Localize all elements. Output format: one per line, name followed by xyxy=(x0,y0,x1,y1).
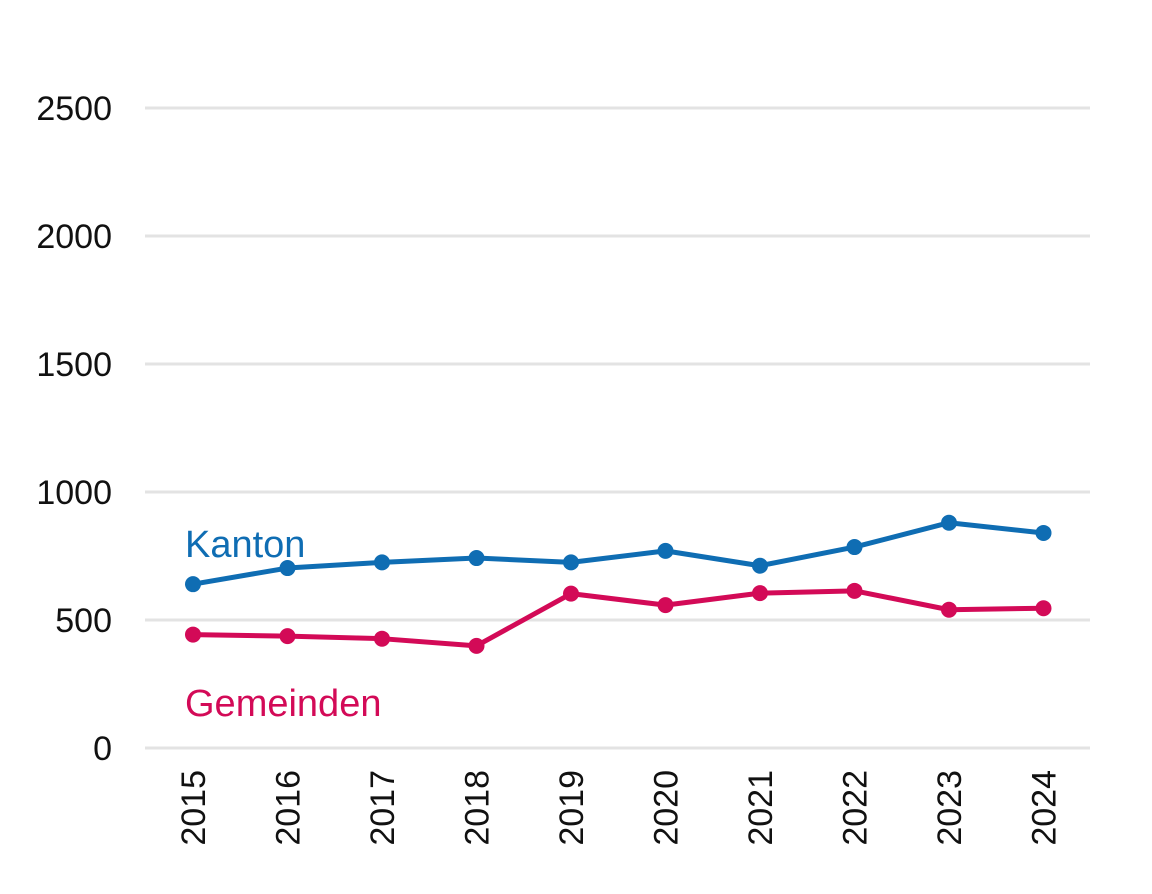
data-point-kanton-2024 xyxy=(1035,524,1052,541)
x-tick-label: 2019 xyxy=(553,770,591,846)
data-point-gemeinden-2019 xyxy=(563,585,579,602)
x-tick-label: 2023 xyxy=(931,770,969,846)
data-point-gemeinden-2016 xyxy=(279,628,296,645)
series-line-kanton xyxy=(190,520,1046,587)
x-tick-label: 2024 xyxy=(1026,770,1064,846)
x-tick-label: 2017 xyxy=(364,770,402,846)
y-axis-tick-labels: 0 500 1000 1500 2000 2500 xyxy=(36,90,112,768)
series-layer xyxy=(185,514,1052,654)
data-point-gemeinden-2017 xyxy=(374,630,390,647)
x-tick-label: 2021 xyxy=(742,770,780,846)
data-point-gemeinden-2023 xyxy=(941,601,957,618)
data-point-gemeinden-2021 xyxy=(752,585,768,602)
y-tick-label: 1500 xyxy=(36,346,112,384)
series-label-gemeinden: Gemeinden xyxy=(185,683,381,725)
data-point-gemeinden-2022 xyxy=(846,582,863,599)
data-point-kanton-2015 xyxy=(185,576,201,593)
x-tick-label: 2020 xyxy=(648,770,686,846)
y-tick-label: 500 xyxy=(55,602,112,640)
data-point-kanton-2017 xyxy=(374,554,390,571)
y-tick-label: 2000 xyxy=(36,218,112,256)
x-tick-label: 2016 xyxy=(270,770,308,846)
data-point-kanton-2020 xyxy=(657,542,674,559)
series-line-gemeinden xyxy=(190,588,1046,649)
y-tick-label: 0 xyxy=(93,730,112,768)
x-tick-label: 2022 xyxy=(837,770,875,846)
data-point-kanton-2019 xyxy=(563,554,579,571)
x-tick-label: 2015 xyxy=(175,770,213,846)
data-point-kanton-2023 xyxy=(941,514,957,531)
data-point-kanton-2016 xyxy=(279,560,296,577)
data-point-gemeinden-2015 xyxy=(185,626,201,643)
data-point-gemeinden-2020 xyxy=(657,597,674,614)
grid-layer xyxy=(145,106,1090,750)
series-label-kanton: Kanton xyxy=(185,524,305,566)
data-point-gemeinden-2024 xyxy=(1035,600,1052,617)
data-point-kanton-2018 xyxy=(468,550,485,567)
data-point-kanton-2022 xyxy=(846,539,863,556)
data-point-kanton-2021 xyxy=(752,557,768,574)
y-tick-label: 2500 xyxy=(36,90,112,128)
data-point-gemeinden-2018 xyxy=(468,637,485,654)
x-tick-label: 2018 xyxy=(459,770,497,846)
x-axis-tick-labels: 2015 2016 2017 2018 2019 2020 2021 2022 2023 2024 xyxy=(175,770,1064,846)
y-tick-label: 1000 xyxy=(36,474,112,512)
